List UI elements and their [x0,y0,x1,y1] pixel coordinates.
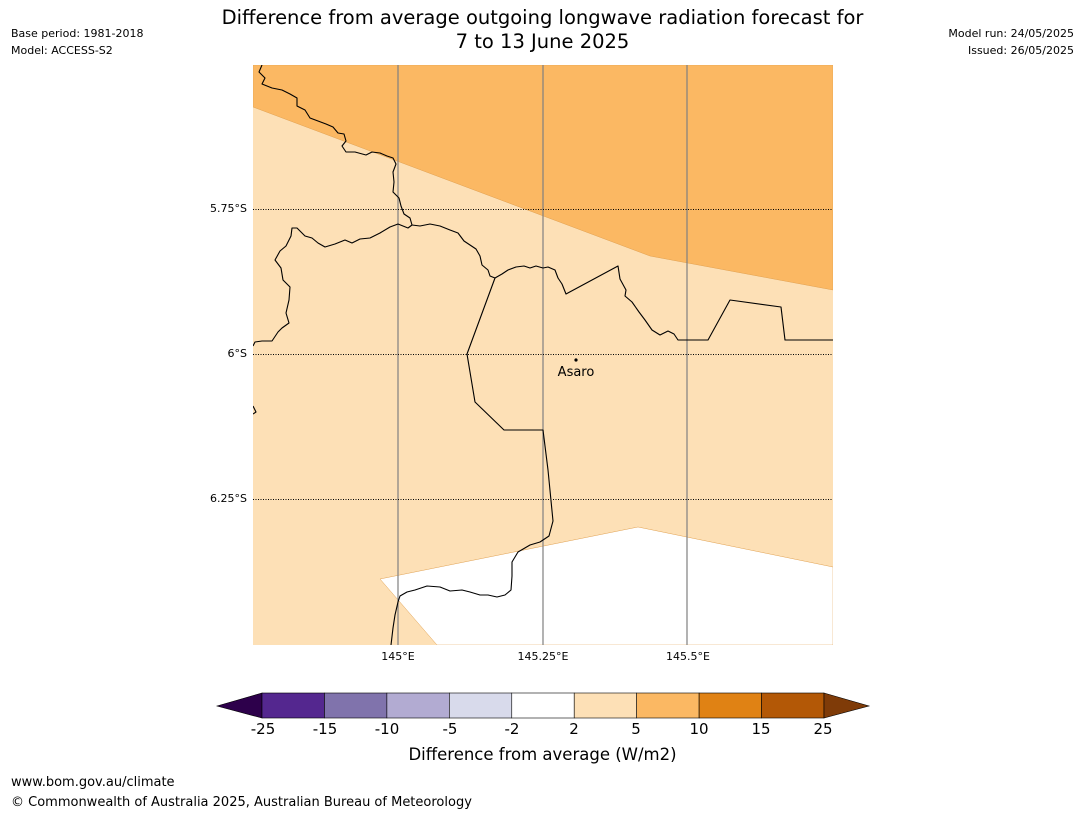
lat-label-6: 6°S [227,347,247,360]
lat-label-5-75: 5.75°S [210,202,247,215]
colorbar-tick-4: -5 [442,720,458,738]
footer-copyright: © Commonwealth of Australia 2025, Austra… [11,795,472,810]
band-neg2-to-2 [379,526,833,645]
lon-label-145-5: 145.5°E [666,650,710,663]
colorbar-segment-4 [449,692,513,719]
colorbar [215,692,871,719]
base-period: Base period: 1981-2018 [11,27,144,40]
colorbar-tick-5: -2 [504,720,520,738]
place-label-asaro: Asaro [557,365,595,380]
issued-date: Issued: 26/05/2025 [967,44,1074,57]
colorbar-tick-8: 10 [689,720,709,738]
colorbar-segment-9 [761,692,825,719]
colorbar-tick-9: 15 [751,720,771,738]
title-line-2: 7 to 13 June 2025 [455,30,630,53]
colorbar-tick-10: 25 [813,720,833,738]
title-line-1: Difference from average outgoing longwav… [221,6,864,29]
page-title: Difference from average outgoing longwav… [0,6,1085,54]
border-west [253,65,413,347]
colorbar-segment-3 [386,692,450,719]
colorbar-segment-2 [324,692,388,719]
lat-label-6-25: 6.25°S [210,492,247,505]
colorbar-segment-6 [573,692,637,719]
model-name: Model: ACCESS-S2 [11,44,113,57]
asaro-marker [574,358,578,362]
colorbar-tick-3: -10 [374,720,400,738]
forecast-map [253,65,833,645]
lon-label-145-25: 145.25°E [517,650,569,663]
colorbar-tick-7: 5 [631,720,641,738]
lon-label-145: 145°E [381,650,415,663]
footer-url: www.bom.gov.au/climate [11,775,175,790]
border-north-central [411,223,833,341]
colorbar-tick-2: -15 [312,720,338,738]
colorbar-segment-7 [636,692,700,719]
colorbar-over-arrow [823,692,871,719]
border-central [390,277,554,645]
model-run: Model run: 24/05/2025 [948,27,1074,40]
colorbar-tick-6: 2 [569,720,579,738]
colorbar-under-arrow [215,692,263,719]
province-borders [253,65,833,645]
colorbar-segment-1 [261,692,325,719]
colorbar-segment-5 [511,692,575,719]
colorbar-segment-8 [698,692,762,719]
colorbar-label: Difference from average (W/m2) [408,745,677,764]
colorbar-tick-1: -25 [250,720,276,738]
border-west-stub [253,405,257,415]
